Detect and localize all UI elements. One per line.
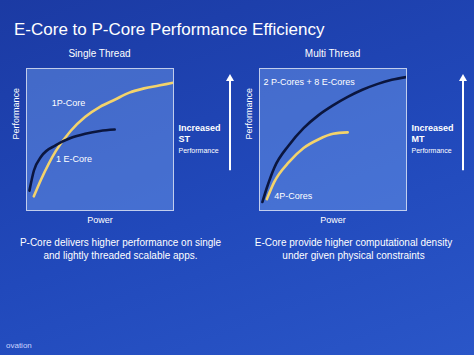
svg-text:1 E-Core: 1 E-Core: [56, 154, 92, 164]
svg-text:4P-Cores: 4P-Cores: [274, 191, 313, 201]
html-text:ovation: ovation: [6, 341, 32, 350]
svg-text:Increased: Increased: [179, 123, 221, 133]
svg-text:2 P-Cores + 8 E-Cores: 2 P-Cores + 8 E-Cores: [264, 77, 356, 87]
svg-text:Power: Power: [87, 215, 113, 225]
svg-text:Power: Power: [320, 215, 346, 225]
html-text:E-Core provide higher computat: E-Core provide higher computational dens…: [254, 237, 453, 261]
html-text:Multi Thread: Multi Thread: [304, 48, 361, 59]
svg-text:1P-Core: 1P-Core: [52, 98, 86, 108]
svg-text:Performance: Performance: [412, 147, 452, 154]
html-text:P-Core delivers higher perform: P-Core delivers higher performance on si…: [19, 237, 222, 261]
svg-text:Performance: Performance: [179, 147, 219, 154]
svg-text:Performance: Performance: [11, 88, 21, 140]
html-text:E-Core to P-Core Performance E: E-Core to P-Core Performance Efficiency: [14, 20, 325, 39]
svg-text:ST: ST: [179, 134, 191, 144]
html-text:Single Thread: Single Thread: [68, 48, 131, 59]
svg-text:Increased: Increased: [412, 123, 454, 133]
svg-text:MT: MT: [412, 134, 425, 144]
svg-text:Performance: Performance: [244, 88, 254, 140]
